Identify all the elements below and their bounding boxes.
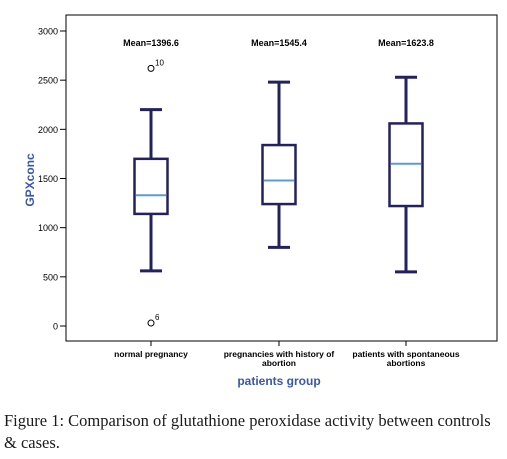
box-group: Mean=1545.4 — [251, 38, 307, 249]
mean-label: Mean=1623.8 — [378, 38, 434, 48]
x-tick-label: normal pregnancy — [114, 349, 188, 359]
x-tick-label-line: abortions — [387, 358, 426, 368]
x-tick-label: pregnancies with history of abortion — [224, 349, 335, 368]
iqr-box — [133, 157, 169, 216]
y-tick-label: 2000 — [38, 125, 58, 135]
x-axis-label: patients group — [237, 374, 320, 388]
box-group: Mean=1623.8 — [378, 38, 434, 274]
box-group: 10 6 Mean=1396.6 — [123, 38, 179, 327]
box-plot-chart: 0 500 1000 1500 2000 2500 3000 10 6 Mean=1396.6 M… — [23, 14, 498, 388]
y-tick-label: 2500 — [38, 76, 58, 86]
x-tick-label-line: patients with spontaneous — [352, 349, 459, 359]
y-axis-label: GPXconc — [23, 153, 37, 207]
x-tick-label-line: normal pregnancy — [114, 349, 188, 359]
box-series: 10 6 Mean=1396.6 Mean=1545.4 Mean=1623.8 — [123, 38, 434, 327]
figure-caption: Figure 1: Comparison of glutathione pero… — [4, 410, 504, 454]
x-axis: normal pregnancy pregnancies with history… — [114, 341, 460, 368]
y-tick-label: 3000 — [38, 27, 58, 37]
figure-caption-text: Comparison of glutathione peroxidase act… — [4, 411, 491, 452]
mean-label: Mean=1545.4 — [251, 38, 307, 48]
x-tick-label-line: pregnancies with history of — [224, 349, 335, 359]
y-axis: 0 500 1000 1500 2000 2500 3000 — [38, 27, 66, 332]
figure-label: Figure 1: — [4, 411, 65, 430]
outlier-label: 6 — [155, 313, 160, 322]
outlier-label: 10 — [155, 58, 164, 67]
outlier-point — [147, 64, 155, 72]
iqr-box — [261, 143, 297, 206]
x-tick-label: patients with spontaneous abortions — [352, 349, 459, 368]
y-tick-label: 500 — [43, 272, 58, 282]
outlier-point — [147, 319, 155, 327]
y-tick-label: 1500 — [38, 174, 58, 184]
y-tick-label: 1000 — [38, 223, 58, 233]
mean-label: Mean=1396.6 — [123, 38, 179, 48]
y-tick-label: 0 — [53, 322, 58, 332]
x-tick-label-line: abortion — [262, 358, 296, 368]
